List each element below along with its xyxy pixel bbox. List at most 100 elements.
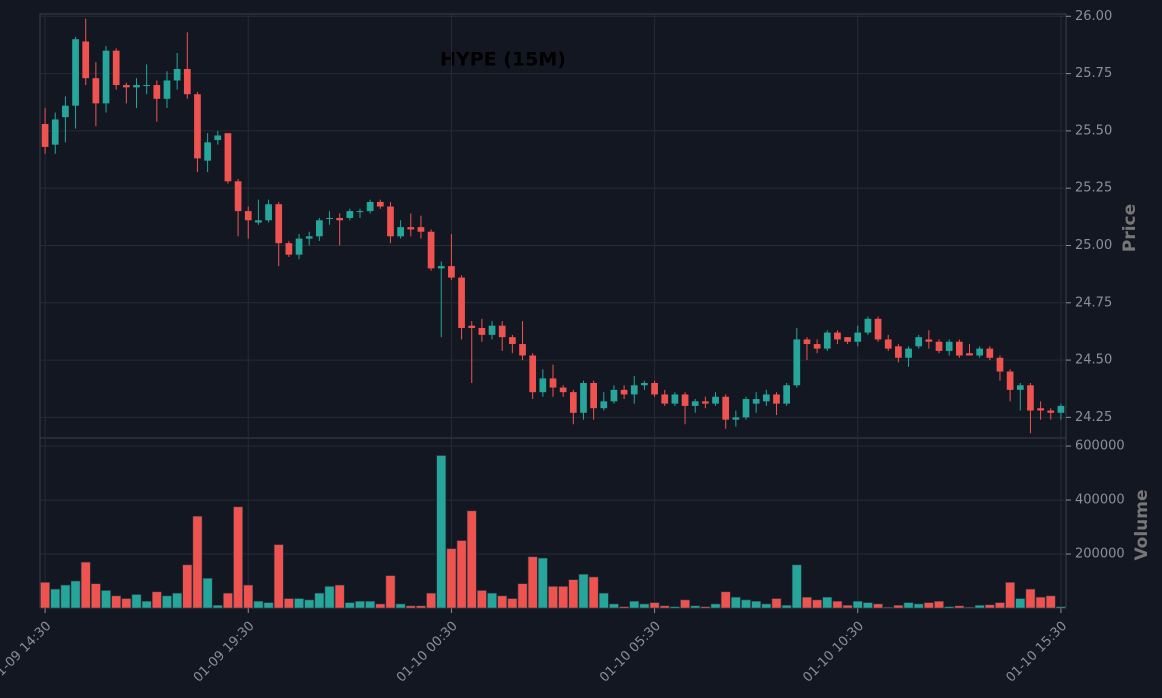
volume-bar — [202, 578, 213, 609]
volume-bar — [934, 600, 944, 609]
volume-bar — [720, 591, 731, 609]
candle-body — [641, 382, 648, 386]
candle-body — [397, 227, 404, 237]
candle-body — [1047, 410, 1055, 413]
volume-bar — [243, 584, 254, 609]
candle-body — [712, 396, 719, 404]
volume-bar — [416, 605, 426, 609]
candle-body — [285, 243, 293, 255]
candle-body — [945, 341, 953, 351]
candle-body — [407, 227, 415, 230]
volume-bar — [172, 592, 183, 609]
candle-body — [803, 339, 811, 345]
candle-body — [834, 332, 841, 340]
candle-body — [153, 85, 161, 99]
candle-body — [498, 325, 506, 338]
volume-bar — [649, 602, 660, 609]
volume-bar — [883, 606, 894, 609]
volume-bar — [334, 584, 345, 609]
y2-tick-label: 600000 — [1075, 439, 1125, 454]
volume-bar — [984, 604, 995, 609]
y2-axis-label: Volume — [1132, 489, 1152, 560]
candle-body — [722, 396, 730, 420]
volume-bar — [101, 590, 111, 609]
volume-bar — [832, 600, 843, 609]
candle-body — [864, 318, 872, 333]
candle-body — [41, 124, 49, 147]
candle-body — [143, 85, 151, 87]
y-tick-label: 25.00 — [1075, 238, 1112, 253]
volume-bar — [700, 606, 711, 609]
volume-bar — [609, 603, 619, 609]
candle-body — [1006, 371, 1014, 390]
volume-bar — [690, 605, 701, 609]
volume-bar — [944, 606, 955, 609]
volume-bar — [893, 605, 904, 609]
volume-bar — [182, 564, 193, 609]
candle-body — [275, 204, 283, 244]
candle-body — [996, 357, 1004, 372]
candle-body — [458, 277, 465, 328]
candle-body — [488, 325, 496, 335]
candle-body — [133, 85, 140, 88]
candle-body — [681, 394, 689, 406]
volume-bar — [355, 600, 365, 609]
volume-bar — [1005, 582, 1016, 609]
y2-tick-label: 400000 — [1075, 493, 1125, 508]
volume-bar — [791, 564, 802, 609]
volume-bar — [812, 599, 822, 609]
volume-bar — [964, 606, 975, 609]
volume-bar — [974, 605, 985, 609]
volume-bar — [91, 583, 101, 609]
volume-bar — [802, 596, 812, 609]
candle-body — [874, 318, 882, 340]
candle-body — [1037, 408, 1044, 411]
y-tick-label: 26.00 — [1075, 9, 1112, 24]
candle-body — [600, 401, 608, 409]
candle-body — [569, 392, 577, 413]
y-tick-label: 25.25 — [1075, 181, 1112, 196]
candle-body — [224, 133, 232, 182]
volume-bar — [141, 600, 152, 609]
candle-body — [702, 401, 709, 404]
volume-bar — [233, 506, 243, 609]
volume-bar — [405, 605, 416, 609]
volume-bar — [294, 598, 304, 609]
candle-body — [661, 394, 669, 404]
candle-body — [1027, 385, 1034, 411]
candle-body — [72, 39, 79, 106]
volume-bar — [70, 580, 81, 609]
candle-body — [437, 266, 445, 269]
candle-body — [976, 348, 984, 356]
candle-body — [214, 135, 222, 141]
volume-bar — [151, 591, 162, 609]
volume-bar — [385, 575, 396, 609]
volume-bar — [212, 605, 223, 609]
volume-bar — [273, 544, 284, 609]
volume-bar — [822, 596, 833, 609]
candle-body — [590, 382, 597, 409]
candle-body — [468, 325, 476, 328]
y-tick-label: 24.75 — [1075, 295, 1112, 310]
volume-bar — [578, 573, 589, 609]
volume-bar — [456, 540, 467, 609]
candle-body — [234, 181, 242, 212]
volume-bar — [710, 603, 721, 609]
y-tick-label: 25.75 — [1075, 66, 1112, 81]
candle-body — [204, 142, 211, 161]
volume-bar — [375, 603, 386, 609]
candle-body — [620, 389, 628, 395]
candle-body — [915, 337, 923, 347]
volume-bar — [111, 595, 122, 609]
candle-body — [336, 217, 344, 221]
volume-bar — [344, 602, 355, 609]
candle-body — [671, 394, 679, 404]
candle-body — [580, 382, 587, 413]
volume-bar — [558, 586, 569, 609]
candle-body — [112, 50, 120, 86]
candle-body — [651, 382, 658, 395]
volume-bar — [588, 576, 599, 609]
y-axis-label: Price — [1120, 204, 1140, 252]
candle-body — [691, 401, 699, 406]
